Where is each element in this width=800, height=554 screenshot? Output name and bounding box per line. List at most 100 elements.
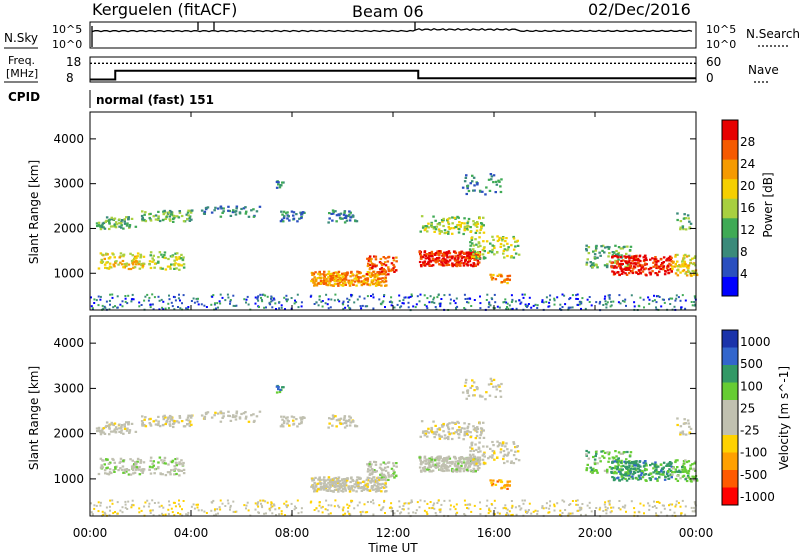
velocity-echo-cell bbox=[615, 460, 619, 463]
power-echo-cell bbox=[108, 308, 111, 311]
velocity-echo-cell bbox=[675, 503, 678, 506]
velocity-echo-cell bbox=[457, 429, 460, 432]
power-echo-cell bbox=[617, 246, 621, 249]
power-echo-cell bbox=[252, 215, 256, 218]
power-echo-cell bbox=[371, 263, 374, 266]
power-echo-cell bbox=[349, 275, 352, 278]
velocity-echo-cell bbox=[423, 470, 427, 473]
power-echo-cell bbox=[261, 300, 264, 303]
velocity-echo-cell bbox=[131, 459, 134, 462]
power-echo-cell bbox=[482, 216, 485, 219]
velocity-echo-cell bbox=[493, 452, 496, 455]
power-echo-cell bbox=[377, 277, 380, 280]
velocity-echo-cell bbox=[134, 430, 138, 433]
power-echo-cell bbox=[442, 224, 445, 228]
velocity-echo-cell bbox=[149, 459, 152, 462]
power-echo-cell bbox=[377, 273, 381, 276]
velocity-echo-cell bbox=[182, 425, 186, 428]
power-echo-cell bbox=[99, 224, 103, 227]
power-echo-cell bbox=[590, 304, 593, 307]
power-echo-cell bbox=[179, 299, 181, 302]
power-echo-cell bbox=[616, 253, 620, 256]
power-echo-cell bbox=[234, 305, 237, 307]
power-echo-cell bbox=[608, 296, 611, 299]
velocity-echo-cell bbox=[335, 419, 339, 422]
power-echo-cell bbox=[380, 270, 384, 273]
velocity-echo-cell bbox=[631, 475, 634, 478]
velocity-echo-cell bbox=[590, 468, 594, 472]
power-echo-cell bbox=[516, 244, 520, 247]
velocity-echo-cell bbox=[458, 433, 461, 436]
power-echo-cell bbox=[369, 266, 372, 270]
velocity-echo-cell bbox=[443, 434, 447, 437]
power-echo-cell bbox=[384, 276, 387, 279]
velocity-echo-cell bbox=[313, 509, 316, 511]
power-echo-cell bbox=[510, 244, 513, 247]
velocity-echo-cell bbox=[352, 419, 355, 423]
power-echo-cell bbox=[152, 215, 155, 218]
power-echo-cell bbox=[607, 294, 610, 297]
power-echo-cell bbox=[496, 251, 499, 254]
velocity-echo-cell bbox=[188, 420, 192, 423]
power-echo-cell bbox=[376, 282, 379, 285]
power-echo-cell bbox=[604, 300, 607, 303]
power-echo-cell bbox=[523, 293, 526, 296]
power-echo-cell bbox=[347, 280, 350, 283]
power-echo-cell bbox=[456, 305, 459, 308]
power-echo-cell bbox=[357, 277, 360, 280]
power-echo-cell bbox=[347, 214, 350, 218]
velocity-echo-cell bbox=[507, 513, 510, 516]
velocity-echo-cell bbox=[671, 473, 674, 476]
velocity-echo-cell bbox=[235, 510, 238, 513]
velocity-echo-cell bbox=[506, 483, 509, 486]
power-echo-cell bbox=[120, 226, 123, 229]
velocity-echo-cell bbox=[232, 414, 235, 417]
velocity-echo-cell bbox=[463, 513, 466, 515]
velocity-echo-cell bbox=[639, 474, 643, 477]
power-echo-cell bbox=[682, 269, 686, 272]
power-echo-cell bbox=[375, 279, 378, 282]
power-echo-cell bbox=[662, 268, 665, 271]
velocity-echo-cell bbox=[388, 506, 391, 509]
freq-nave-panel: Freq. [MHz] 18 8 60 0 Nave bbox=[4, 54, 779, 85]
power-echo-cell bbox=[463, 228, 466, 231]
power-echo-cell bbox=[203, 210, 207, 213]
power-echo-cell bbox=[280, 306, 283, 309]
velocity-echo-cell bbox=[655, 501, 658, 503]
power-echo-cell bbox=[419, 293, 422, 296]
power-echo-cell bbox=[598, 251, 601, 254]
velocity-echo-cell bbox=[387, 478, 390, 481]
velocity-echo-cell bbox=[593, 458, 597, 461]
velocity-echo-cell bbox=[374, 470, 377, 473]
velocity-echo-cell bbox=[605, 509, 608, 512]
velocity-echo-cell bbox=[123, 423, 126, 426]
power-echo-cell bbox=[148, 213, 151, 216]
velocity-echo-cell bbox=[136, 467, 140, 470]
power-echo-cell bbox=[466, 297, 469, 300]
power-echo-cell bbox=[332, 271, 336, 275]
power-echo-cell bbox=[180, 253, 183, 256]
power-echo-cell bbox=[498, 273, 501, 276]
velocity-echo-cell bbox=[679, 431, 682, 434]
power-echo-cell bbox=[466, 222, 469, 225]
power-echo-cell bbox=[144, 211, 147, 214]
velocity-echo-cell bbox=[545, 502, 548, 505]
velocity-echo-cell bbox=[675, 470, 678, 473]
velocity-echo-cell bbox=[437, 433, 441, 436]
power-echo-cell bbox=[113, 224, 116, 227]
velocity-echo-cell bbox=[372, 499, 374, 502]
velocity-echo-cell bbox=[510, 500, 513, 502]
velocity-echo-cell bbox=[377, 476, 380, 479]
power-echo-cell bbox=[102, 221, 106, 224]
velocity-echo-cell bbox=[162, 418, 165, 421]
velocity-echo-cell bbox=[653, 500, 655, 503]
time-tick-label: 00:00 bbox=[73, 526, 108, 540]
velocity-echo-cell bbox=[451, 437, 454, 441]
power-colorbar-tick: 16 bbox=[740, 201, 755, 215]
velocity-echo-cell bbox=[182, 461, 185, 465]
velocity-echo-cell bbox=[227, 414, 230, 417]
velocity-echo-cell bbox=[181, 508, 183, 511]
velocity-echo-cell bbox=[484, 398, 487, 401]
power-echo-cell bbox=[335, 220, 338, 223]
velocity-echo-cell bbox=[467, 466, 470, 469]
